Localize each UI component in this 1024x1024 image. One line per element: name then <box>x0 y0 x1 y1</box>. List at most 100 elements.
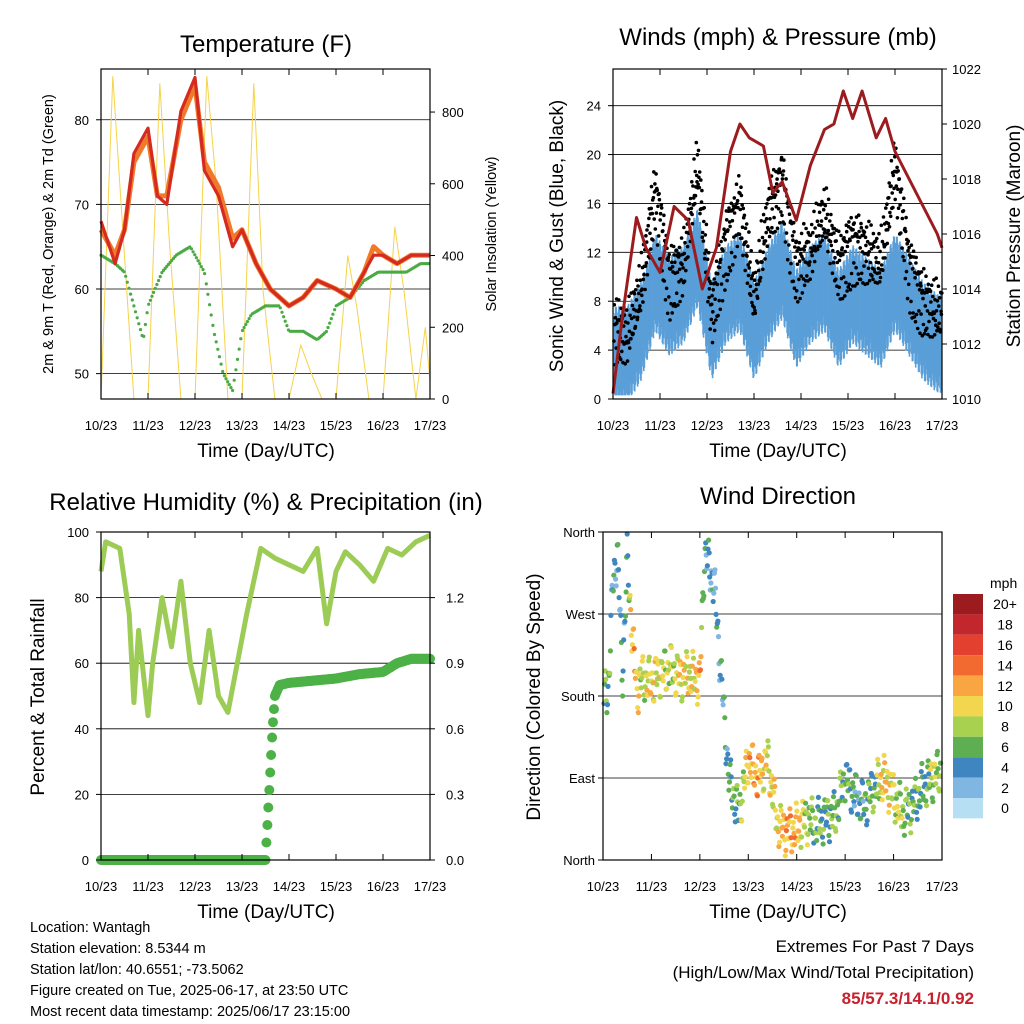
dewpoint-point <box>150 294 154 298</box>
precipitation-point <box>262 820 273 830</box>
gust-point <box>934 276 938 281</box>
gust-point <box>869 247 874 251</box>
gust-point <box>865 281 870 286</box>
gust-point <box>633 288 638 292</box>
wind-direction-point <box>701 593 707 599</box>
gust-point <box>937 304 941 308</box>
wind-direction-point <box>628 607 634 613</box>
gust-point <box>881 268 885 273</box>
wind-direction-point <box>788 835 794 841</box>
precipitation-point <box>268 717 278 728</box>
gust-point <box>919 270 924 274</box>
temperature-ylabel-left: 2m & 9m T (Red, Orange) & 2m Td (Green) <box>41 94 57 374</box>
humidity-xlabel: Time (Day/UTC) <box>197 902 335 923</box>
wind-direction-point <box>833 828 839 834</box>
wind-direction-point <box>726 787 732 793</box>
wind-direction-point <box>613 583 619 589</box>
gust-point <box>929 283 934 288</box>
gust-point <box>892 186 896 191</box>
gust-point <box>650 211 655 216</box>
gust-point <box>918 331 922 336</box>
gust-point <box>723 238 727 242</box>
gust-point <box>877 231 881 236</box>
gust-point <box>744 240 748 244</box>
wind-direction-point <box>646 654 652 660</box>
gust-point <box>815 219 820 223</box>
gust-point <box>795 262 800 267</box>
gust-point <box>699 200 704 204</box>
gust-point <box>802 248 806 252</box>
gust-point <box>752 278 757 283</box>
wind-direction-point <box>706 537 712 543</box>
gust-point <box>901 209 906 213</box>
gust-point <box>703 251 707 256</box>
wind-direction-point <box>808 822 814 828</box>
gust-point <box>820 234 825 238</box>
gust-point <box>679 278 683 282</box>
gust-point <box>899 231 903 235</box>
gust-point <box>841 252 845 257</box>
legend-label: 20+ <box>993 596 1017 612</box>
wind-direction-point <box>734 782 740 789</box>
wind-direction-point <box>706 550 712 556</box>
gust-point <box>743 268 747 273</box>
gust-point <box>780 177 785 181</box>
gust-point <box>911 249 916 253</box>
wind-direction-point <box>793 800 799 806</box>
gust-point <box>877 271 882 275</box>
gust-point <box>721 248 725 253</box>
wind-direction-point <box>752 769 758 775</box>
wind-direction-point <box>684 654 690 660</box>
gust-point <box>668 318 672 322</box>
direction-xlabel: Time (Day/UTC) <box>709 902 847 923</box>
dewpoint-point <box>158 275 162 279</box>
wind-direction-point <box>862 791 869 797</box>
gust-point <box>706 299 710 304</box>
wind-direction-point <box>657 694 663 700</box>
gust-point <box>719 282 724 286</box>
wind-direction-point <box>683 663 689 670</box>
gust-point <box>645 228 649 232</box>
wind-direction-point <box>907 821 913 827</box>
x-tick-label: 12/23 <box>684 879 717 894</box>
winds-ylabel-right: Station Pressure (Maroon) <box>1004 125 1024 348</box>
gust-point <box>898 203 902 207</box>
gust-point <box>674 248 679 252</box>
wind-direction-point <box>699 624 705 631</box>
gust-point <box>696 182 700 187</box>
wind-direction-point <box>860 798 866 804</box>
gust-point <box>767 234 772 239</box>
wind-direction-point <box>810 807 816 814</box>
gust-point <box>764 230 768 235</box>
gust-point <box>804 226 808 231</box>
wind-direction-point <box>745 780 751 786</box>
gust-point <box>770 207 774 211</box>
wind-direction-point <box>825 798 831 804</box>
gust-point <box>735 198 740 203</box>
gust-point <box>935 299 940 303</box>
gust-point <box>641 300 645 304</box>
gust-point <box>823 228 827 232</box>
gust-point <box>654 211 659 215</box>
gust-point <box>639 250 644 255</box>
gust-point <box>658 211 663 216</box>
dewpoint-point <box>201 267 205 272</box>
x-tick-label: 14/23 <box>780 879 813 894</box>
gust-point <box>836 292 840 297</box>
dewpoint-point <box>191 250 195 254</box>
gust-point <box>932 311 937 316</box>
wind-direction-point <box>916 798 923 804</box>
wind-direction-point <box>916 785 922 791</box>
gust-point <box>765 244 770 248</box>
wind-direction-point <box>664 686 670 692</box>
gust-point <box>812 209 816 214</box>
wind-direction-point <box>742 774 748 780</box>
dewpoint-point <box>132 304 136 308</box>
gust-point <box>692 157 696 161</box>
wind-direction-point <box>797 817 803 823</box>
gust-point <box>808 260 812 264</box>
wind-direction-point <box>776 839 783 845</box>
wind-direction-point <box>809 795 815 801</box>
wind-direction-point <box>708 580 714 586</box>
